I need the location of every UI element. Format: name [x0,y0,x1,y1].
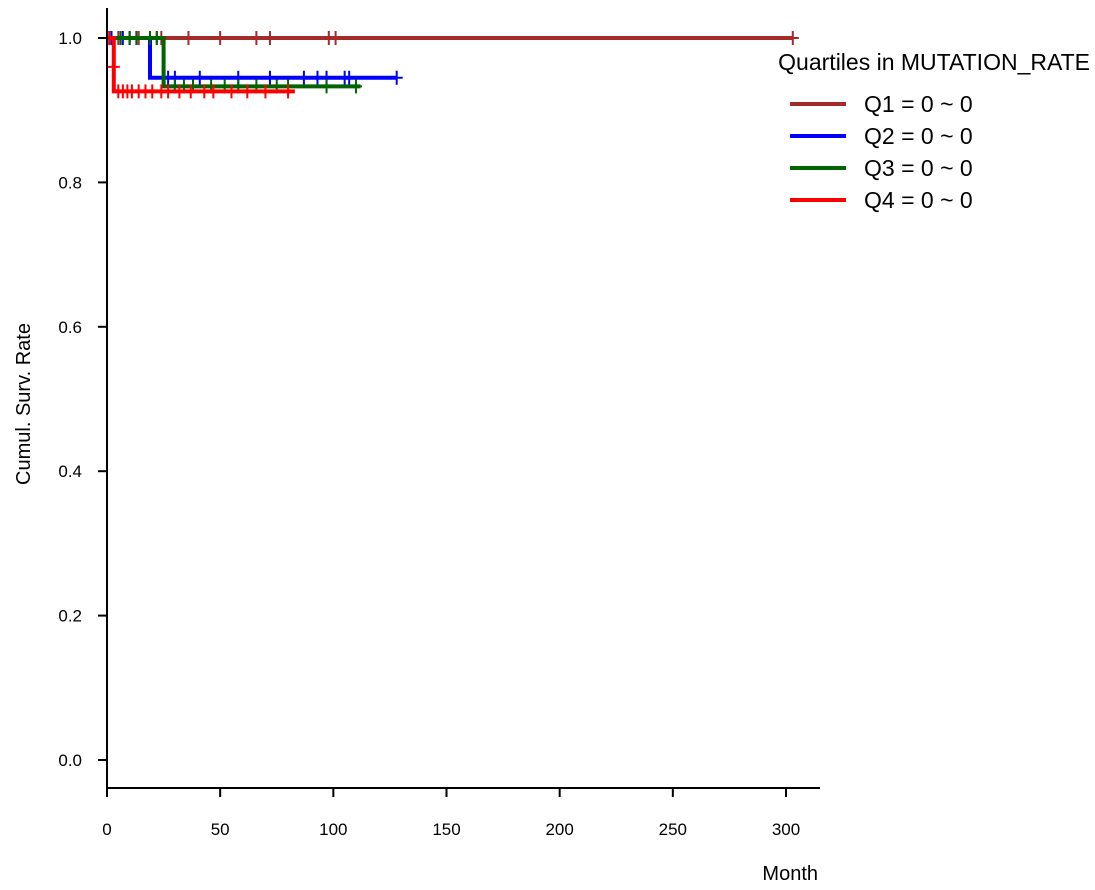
censor-mark [107,59,120,74]
censor-mark [184,84,197,99]
legend-label: Q2 = 0 ~ 0 [864,123,973,149]
legend-label: Q1 = 0 ~ 0 [864,91,973,117]
axes [106,8,820,789]
censor-mark [193,70,206,85]
censor-mark [182,31,195,45]
censor-mark [263,31,276,45]
censor-mark [214,31,227,45]
censor-mark [343,70,356,85]
censor-mark [150,31,163,45]
y-tick-label: 0.0 [58,751,82,770]
legend-label: Q3 = 0 ~ 0 [864,155,973,181]
censor-mark [329,31,342,45]
censor-mark [263,70,276,85]
y-tick-label: 0.6 [58,318,82,337]
censor-mark [390,70,403,85]
x-tick-label: 100 [319,820,347,839]
censor-mark [282,84,295,99]
series-line [107,36,295,94]
y-tick-label: 1.0 [58,29,82,48]
y-axis-title: Cumul. Surv. Rate [13,323,35,485]
censor-mark [297,70,310,85]
plot-area [103,31,799,99]
censor-mark [320,79,333,94]
censor-mark [250,31,263,45]
legend: Quartiles in MUTATION_RATE Q1 = 0 ~ 0 Q2 … [778,49,1090,213]
censor-mark [130,31,143,45]
censor-mark [241,84,254,99]
x-tick-label: 300 [772,820,800,839]
legend-label: Q4 = 0 ~ 0 [864,187,973,213]
censor-mark [349,79,362,94]
x-tick-label: 250 [659,820,687,839]
series-4 [103,31,295,99]
censor-mark [786,31,799,45]
y-tick-label: 0.4 [58,462,82,481]
legend-title: Quartiles in MUTATION_RATE [778,49,1090,75]
y-tick-label: 0.2 [58,607,82,626]
censor-mark [259,84,272,99]
ticks: 0 50 100 150 200 250 300 0.0 0.2 0.4 0.6 0.8 1.0 [58,29,800,839]
series-1 [103,31,799,45]
x-tick-label: 200 [545,820,573,839]
censor-mark [173,84,186,99]
x-tick-label: 0 [102,820,111,839]
x-tick-label: 150 [432,820,460,839]
legend-items: Q1 = 0 ~ 0 Q2 = 0 ~ 0 Q3 = 0 ~ 0 Q4 = 0 ~ 0 [790,91,973,213]
censor-mark [225,84,238,99]
y-tick-label: 0.8 [58,173,82,192]
x-axis-title: Month [762,863,818,885]
series-3 [107,31,362,94]
censor-mark [162,84,175,99]
censor-mark [207,84,220,99]
x-tick-label: 50 [211,820,230,839]
